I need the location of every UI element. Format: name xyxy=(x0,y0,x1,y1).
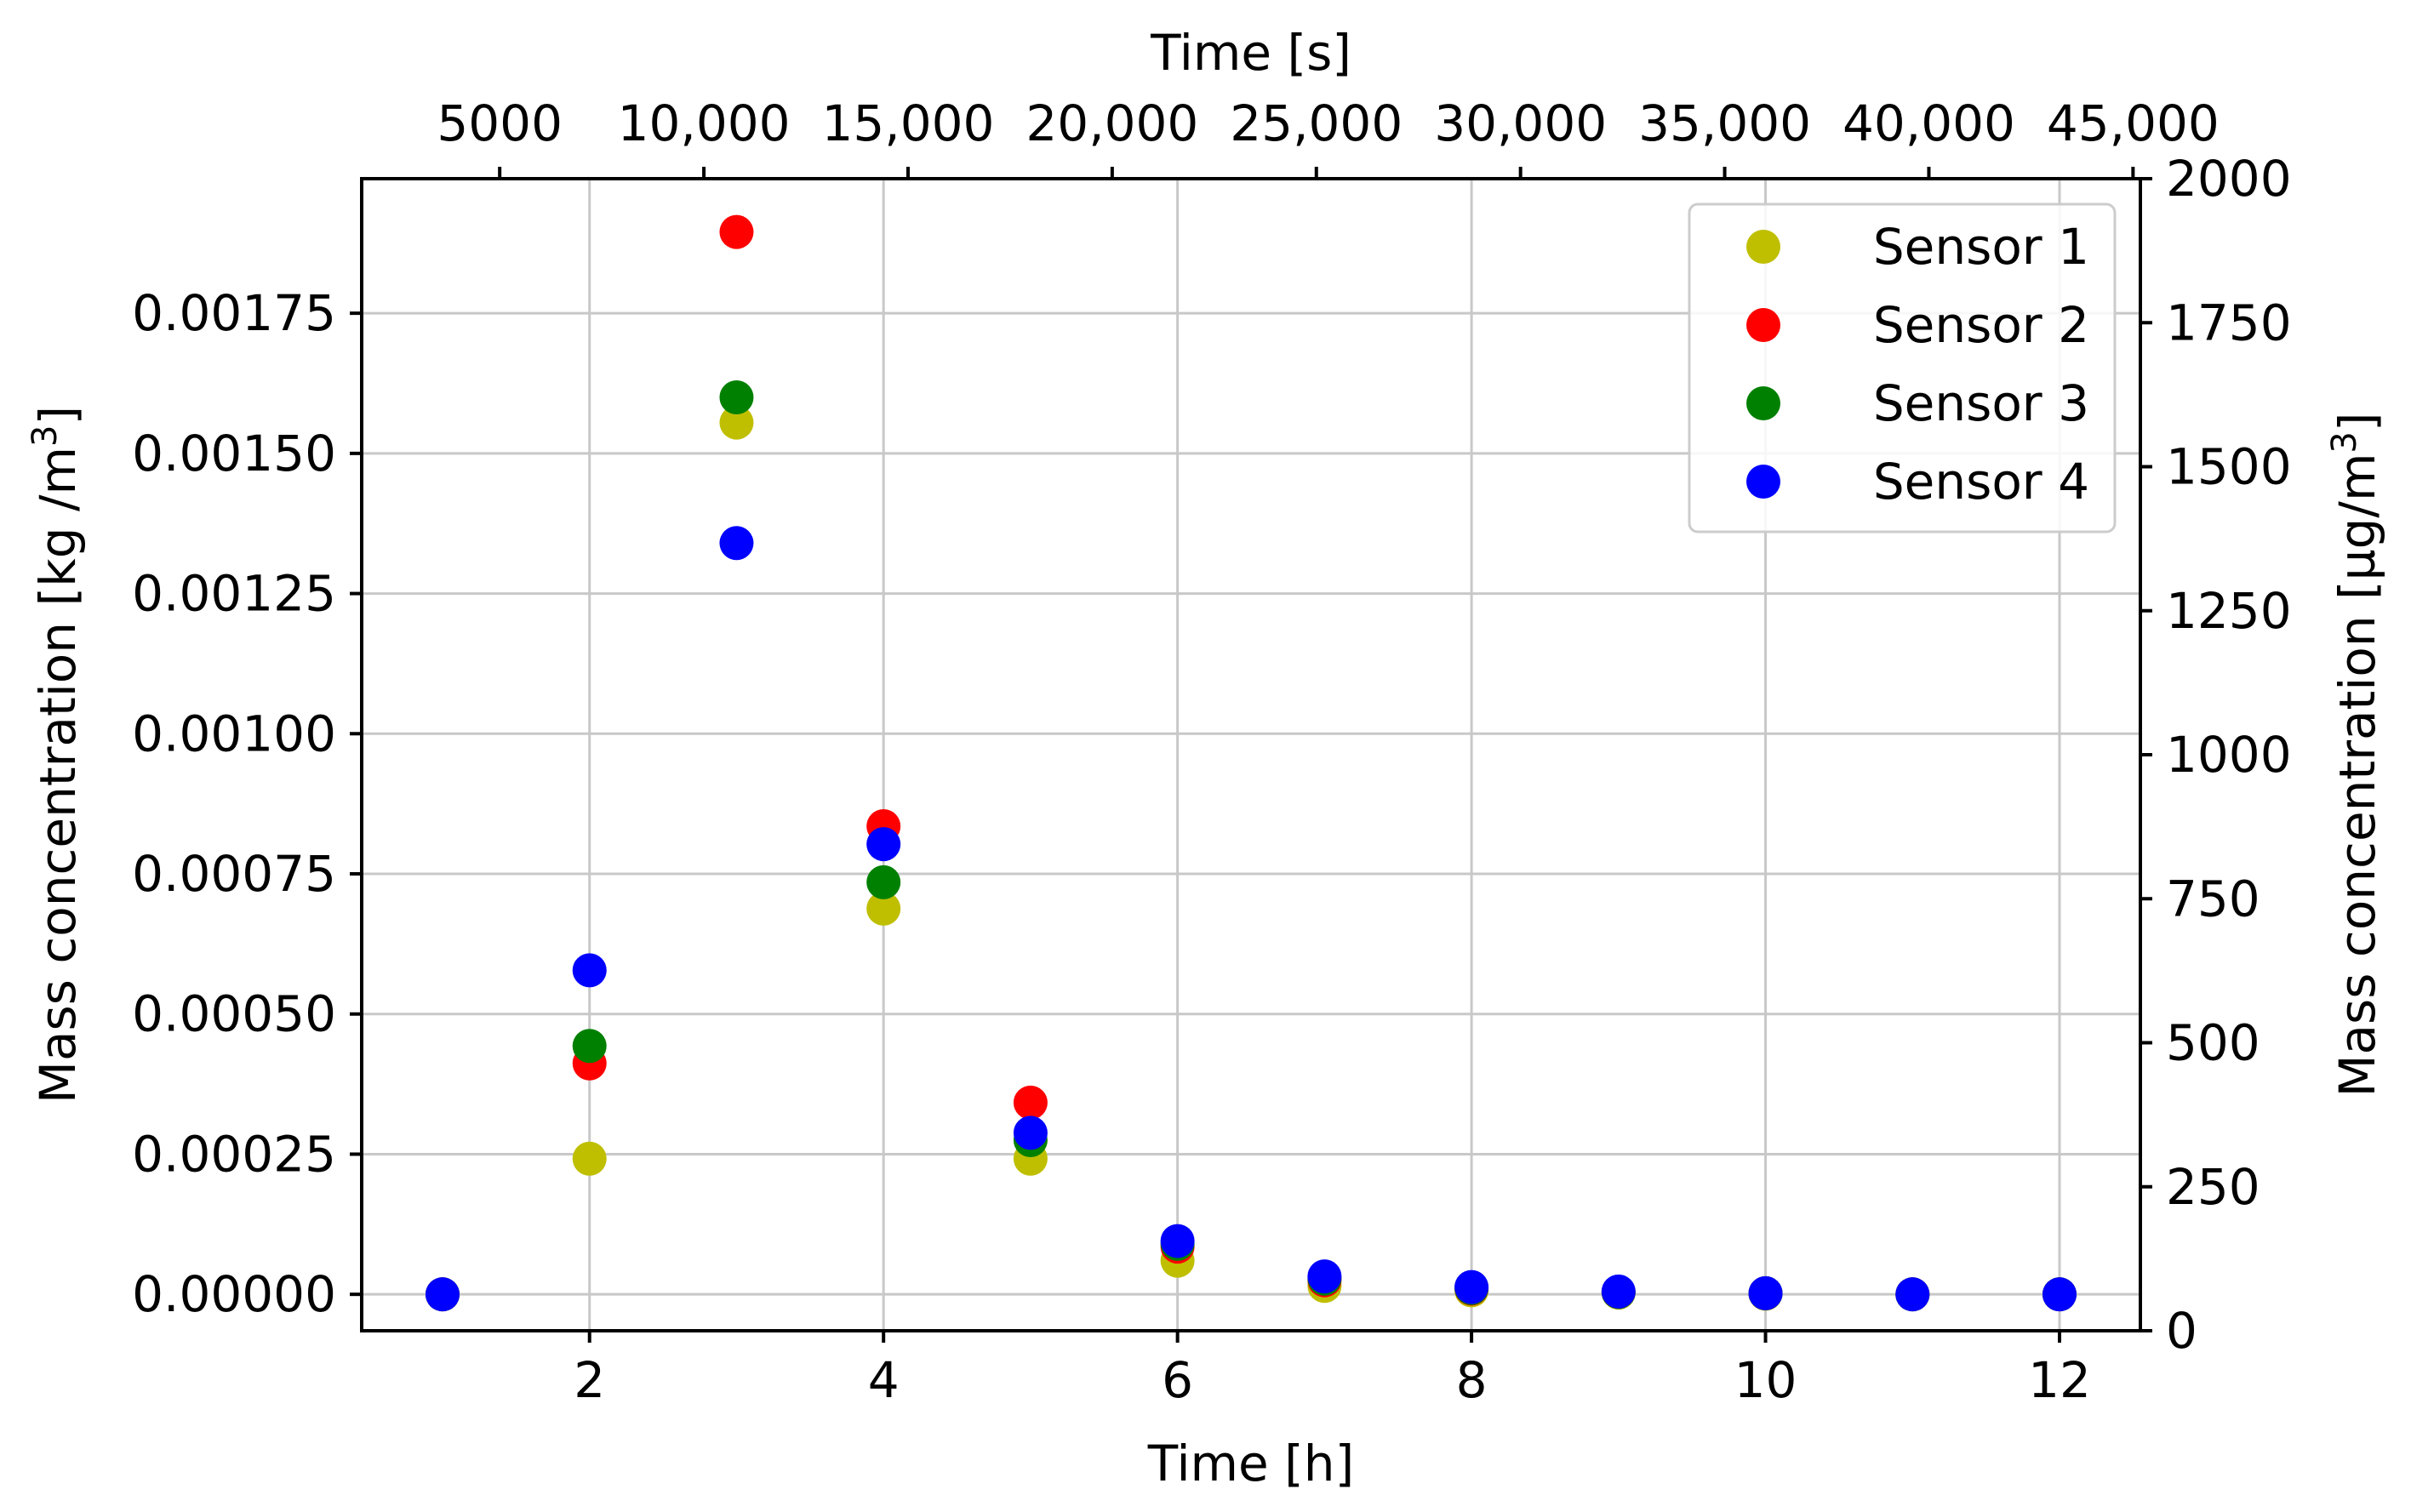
y-tick-label: 0.00050 xyxy=(132,985,336,1043)
data-point-sensor-2 xyxy=(1013,1085,1048,1120)
data-point-sensor-4 xyxy=(1895,1277,1930,1312)
legend: Sensor 1 Sensor 2 Sensor 3 Sensor 4 xyxy=(1688,203,2117,533)
legend-marker-sensor-2 xyxy=(1746,308,1780,342)
x-tick-label: 12 xyxy=(2028,1351,2091,1409)
data-point-sensor-4 xyxy=(866,827,901,862)
legend-label-sensor-4: Sensor 4 xyxy=(1873,453,2089,511)
data-point-sensor-3 xyxy=(572,1029,607,1064)
y-tick-label: 0.00150 xyxy=(132,425,336,482)
right-y-tick-label: 1000 xyxy=(2166,726,2292,784)
legend-box xyxy=(1688,203,2117,533)
top-x-tick-label: 5000 xyxy=(437,94,563,152)
data-point-sensor-4 xyxy=(572,953,607,988)
right-y-tick-label: 250 xyxy=(2166,1158,2260,1216)
top-x-tick-label: 20,000 xyxy=(1026,94,1198,152)
data-point-sensor-3 xyxy=(866,864,901,899)
data-point-sensor-4 xyxy=(1160,1224,1195,1258)
data-point-sensor-4 xyxy=(1454,1270,1489,1304)
legend-marker-sensor-1 xyxy=(1746,230,1780,264)
right-y-tick-label: 1250 xyxy=(2166,582,2292,640)
right-y-tick-label: 500 xyxy=(2166,1014,2260,1072)
data-point-sensor-1 xyxy=(866,891,901,926)
y-axis-title-end: ] xyxy=(29,406,87,425)
top-x-tick-label: 25,000 xyxy=(1230,94,1403,152)
data-point-sensor-4 xyxy=(1748,1275,1783,1310)
top-x-tick-label: 15,000 xyxy=(821,94,994,152)
legend-label-sensor-2: Sensor 2 xyxy=(1873,296,2089,354)
y-tick-label: 0.00125 xyxy=(132,565,336,623)
y-axis-title-superscript: 3 xyxy=(26,425,65,447)
legend-label-sensor-1: Sensor 1 xyxy=(1873,218,2089,276)
y-tick-label: 0.00175 xyxy=(132,284,336,342)
data-point-sensor-3 xyxy=(719,379,754,414)
right-y-axis-title-superscript: 3 xyxy=(2325,431,2364,453)
y-tick-label: 0.00025 xyxy=(132,1125,336,1183)
x-tick-label: 6 xyxy=(1162,1351,1193,1409)
y-axis-title: Mass concentration [kg /m3] xyxy=(26,406,87,1104)
x-axis-title: Time [h] xyxy=(1147,1435,1354,1492)
data-points xyxy=(426,214,2077,1312)
right-y-axis-title-end: ] xyxy=(2328,412,2386,431)
top-x-tick-label: 10,000 xyxy=(618,94,791,152)
legend-label-sensor-3: Sensor 3 xyxy=(1873,374,2089,432)
data-point-sensor-4 xyxy=(1601,1274,1636,1309)
right-y-tick-label: 2000 xyxy=(2166,150,2292,208)
y-tick-label: 0.00075 xyxy=(132,845,336,903)
legend-entries: Sensor 1 Sensor 2 Sensor 3 Sensor 4 xyxy=(1746,218,2089,511)
data-point-sensor-4 xyxy=(1307,1259,1342,1294)
x-tick-label: 4 xyxy=(868,1351,900,1409)
right-y-tick-label: 0 xyxy=(2166,1302,2197,1360)
data-point-sensor-4 xyxy=(426,1277,460,1312)
axis-ticks: 2 4 6 8 10 12 0.00000 0.00025 0.00050 0.00075 0.00… xyxy=(132,94,2291,1409)
right-y-axis-title: Mass concentration [µg/m3] xyxy=(2325,412,2386,1097)
y-tick-label: 0.00000 xyxy=(132,1265,336,1323)
data-point-sensor-1 xyxy=(719,405,754,440)
data-point-sensor-4 xyxy=(1013,1115,1048,1150)
data-point-sensor-4 xyxy=(2042,1277,2077,1312)
legend-marker-sensor-4 xyxy=(1746,465,1780,499)
top-x-tick-label: 30,000 xyxy=(1434,94,1607,152)
legend-marker-sensor-3 xyxy=(1746,386,1780,420)
y-tick-label: 0.00100 xyxy=(132,705,336,762)
data-point-sensor-1 xyxy=(572,1141,607,1176)
right-y-tick-label: 1500 xyxy=(2166,438,2292,496)
right-y-axis-title-main: Mass concentration [µg/m xyxy=(2328,454,2386,1098)
top-x-tick-label: 40,000 xyxy=(1843,94,2015,152)
right-y-tick-label: 750 xyxy=(2166,870,2260,927)
x-tick-label: 8 xyxy=(1456,1351,1488,1409)
x-tick-label: 10 xyxy=(1734,1351,1797,1409)
data-point-sensor-2 xyxy=(719,214,754,249)
data-point-sensor-4 xyxy=(719,526,754,561)
x-tick-label: 2 xyxy=(574,1351,605,1409)
top-x-tick-label: 35,000 xyxy=(1638,94,1811,152)
right-y-tick-label: 1750 xyxy=(2166,294,2292,351)
y-axis-title-main: Mass concentration [kg /m xyxy=(29,447,87,1104)
plot-frame xyxy=(360,177,2142,1332)
top-x-tick-label: 45,000 xyxy=(2047,94,2220,152)
top-x-axis-title: Time [s] xyxy=(1150,24,1351,82)
